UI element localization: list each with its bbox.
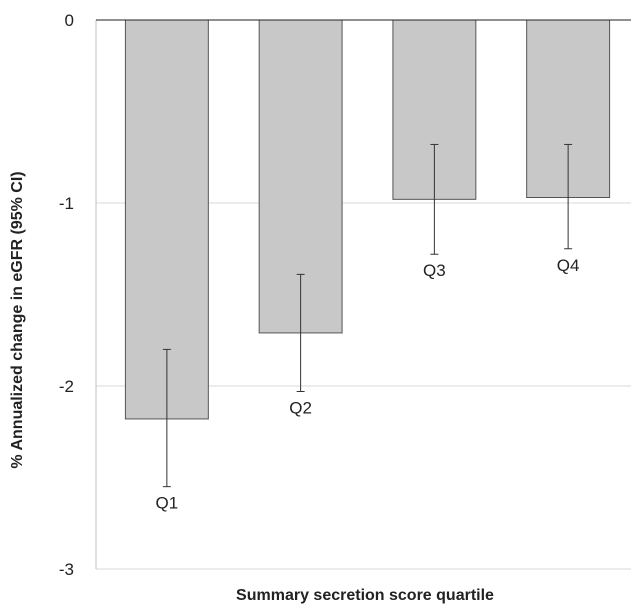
category-label: Q4 bbox=[557, 256, 580, 275]
error-bars bbox=[162, 143, 573, 488]
x-axis-title: Summary secretion score quartile bbox=[236, 587, 494, 604]
category-label: Q1 bbox=[156, 494, 179, 513]
y-tick-label: -3 bbox=[59, 560, 74, 579]
category-label: Q3 bbox=[423, 261, 446, 280]
bars bbox=[124, 19, 611, 420]
category-label: Q2 bbox=[289, 398, 312, 417]
axes bbox=[95, 19, 631, 569]
labels: 0 -1 -2 -3 Q1 Q2 Q3 Q4 bbox=[59, 11, 580, 579]
y-tick-label: -2 bbox=[59, 377, 74, 396]
y-tick-label: 0 bbox=[65, 11, 74, 30]
y-axis-title: % Annualized change in eGFR (95% CI) bbox=[9, 171, 26, 468]
y-tick-label: -1 bbox=[59, 194, 74, 213]
